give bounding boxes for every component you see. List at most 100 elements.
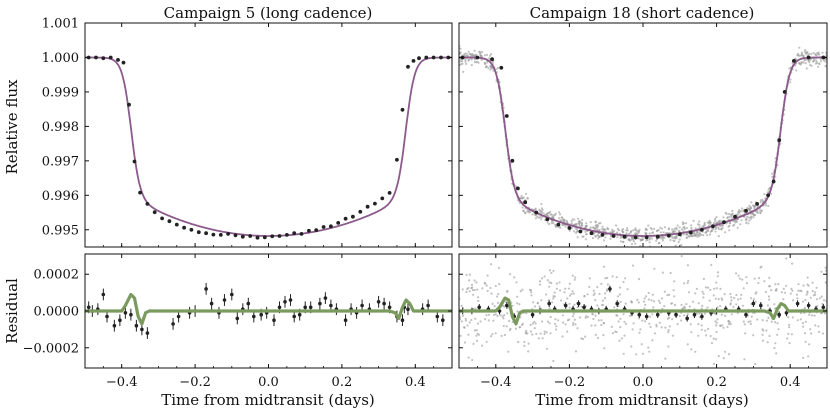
data-point bbox=[233, 233, 238, 238]
raw-point bbox=[678, 315, 681, 318]
raw-point bbox=[614, 330, 617, 333]
raw-point bbox=[798, 62, 801, 65]
raw-point bbox=[717, 355, 720, 358]
raw-point bbox=[524, 192, 528, 195]
raw-point bbox=[464, 58, 467, 62]
data-point bbox=[140, 327, 144, 332]
raw-point bbox=[527, 350, 530, 353]
raw-point bbox=[764, 290, 768, 294]
x-tick-label: 0.2 bbox=[706, 375, 727, 390]
raw-point bbox=[702, 296, 705, 299]
raw-point bbox=[645, 228, 649, 231]
raw-point bbox=[604, 292, 607, 295]
data-point bbox=[351, 214, 355, 219]
raw-point bbox=[572, 323, 575, 326]
raw-point bbox=[678, 226, 681, 229]
raw-point bbox=[644, 303, 647, 306]
raw-point bbox=[735, 272, 738, 275]
raw-point bbox=[671, 230, 674, 234]
raw-point bbox=[796, 319, 799, 322]
raw-point bbox=[468, 290, 471, 293]
raw-point bbox=[630, 300, 633, 303]
raw-point bbox=[592, 226, 595, 229]
raw-point bbox=[715, 287, 718, 290]
raw-point bbox=[788, 323, 791, 326]
raw-point bbox=[576, 236, 579, 239]
raw-point bbox=[667, 331, 670, 334]
raw-point bbox=[694, 292, 697, 295]
raw-point bbox=[606, 276, 609, 279]
raw-point bbox=[481, 344, 484, 347]
raw-point bbox=[696, 235, 699, 238]
raw-point bbox=[584, 230, 587, 233]
raw-point bbox=[470, 377, 472, 379]
raw-point bbox=[606, 289, 609, 292]
data-point bbox=[218, 233, 223, 237]
raw-point bbox=[487, 67, 490, 70]
raw-point bbox=[648, 232, 651, 235]
raw-point bbox=[709, 230, 712, 233]
raw-point bbox=[550, 213, 553, 216]
raw-point bbox=[750, 315, 753, 318]
raw-point bbox=[638, 331, 641, 334]
raw-point bbox=[459, 47, 462, 50]
raw-point bbox=[741, 278, 744, 281]
raw-point bbox=[686, 313, 689, 316]
data-point bbox=[441, 318, 445, 323]
raw-point bbox=[594, 221, 598, 224]
data-point bbox=[530, 312, 535, 317]
raw-point bbox=[808, 343, 811, 346]
raw-point bbox=[589, 226, 592, 229]
data-point bbox=[777, 312, 781, 317]
axes-frame bbox=[458, 22, 828, 248]
data-point bbox=[766, 193, 770, 198]
raw-point bbox=[496, 66, 499, 69]
raw-point bbox=[485, 65, 488, 68]
raw-point bbox=[816, 305, 819, 308]
raw-point bbox=[577, 220, 581, 223]
raw-point bbox=[479, 320, 482, 323]
raw-point bbox=[698, 223, 701, 226]
data-point bbox=[589, 231, 594, 236]
raw-point bbox=[804, 298, 807, 302]
raw-point bbox=[492, 313, 496, 317]
raw-point bbox=[489, 68, 492, 71]
data-point bbox=[380, 196, 385, 201]
raw-point bbox=[548, 307, 551, 310]
raw-point bbox=[585, 224, 588, 228]
raw-point bbox=[706, 234, 709, 237]
raw-point bbox=[572, 292, 575, 295]
raw-point bbox=[581, 338, 585, 341]
raw-point bbox=[695, 312, 699, 315]
raw-point bbox=[474, 317, 477, 320]
raw-point bbox=[683, 307, 687, 310]
raw-point bbox=[464, 319, 467, 322]
raw-point bbox=[611, 231, 614, 234]
model-curve bbox=[85, 56, 452, 237]
raw-point bbox=[806, 290, 809, 293]
raw-point bbox=[742, 287, 745, 290]
raw-point bbox=[671, 228, 674, 231]
raw-point bbox=[766, 341, 769, 344]
data-point bbox=[343, 318, 348, 323]
raw-point bbox=[687, 234, 690, 238]
raw-point bbox=[602, 239, 606, 242]
raw-point bbox=[771, 175, 774, 178]
raw-point bbox=[792, 299, 795, 302]
raw-point bbox=[574, 276, 577, 279]
data-point bbox=[744, 312, 748, 317]
data-point bbox=[426, 303, 430, 308]
raw-point bbox=[552, 359, 555, 363]
raw-point bbox=[695, 287, 699, 290]
raw-point bbox=[644, 320, 647, 323]
raw-point bbox=[682, 233, 685, 236]
raw-point bbox=[541, 208, 544, 211]
raw-point bbox=[581, 218, 584, 222]
raw-point bbox=[709, 223, 712, 226]
raw-point bbox=[706, 306, 709, 309]
data-point bbox=[400, 318, 405, 323]
raw-point bbox=[700, 307, 703, 310]
raw-point bbox=[602, 321, 605, 325]
raw-point bbox=[625, 229, 628, 232]
data-point bbox=[318, 301, 322, 306]
